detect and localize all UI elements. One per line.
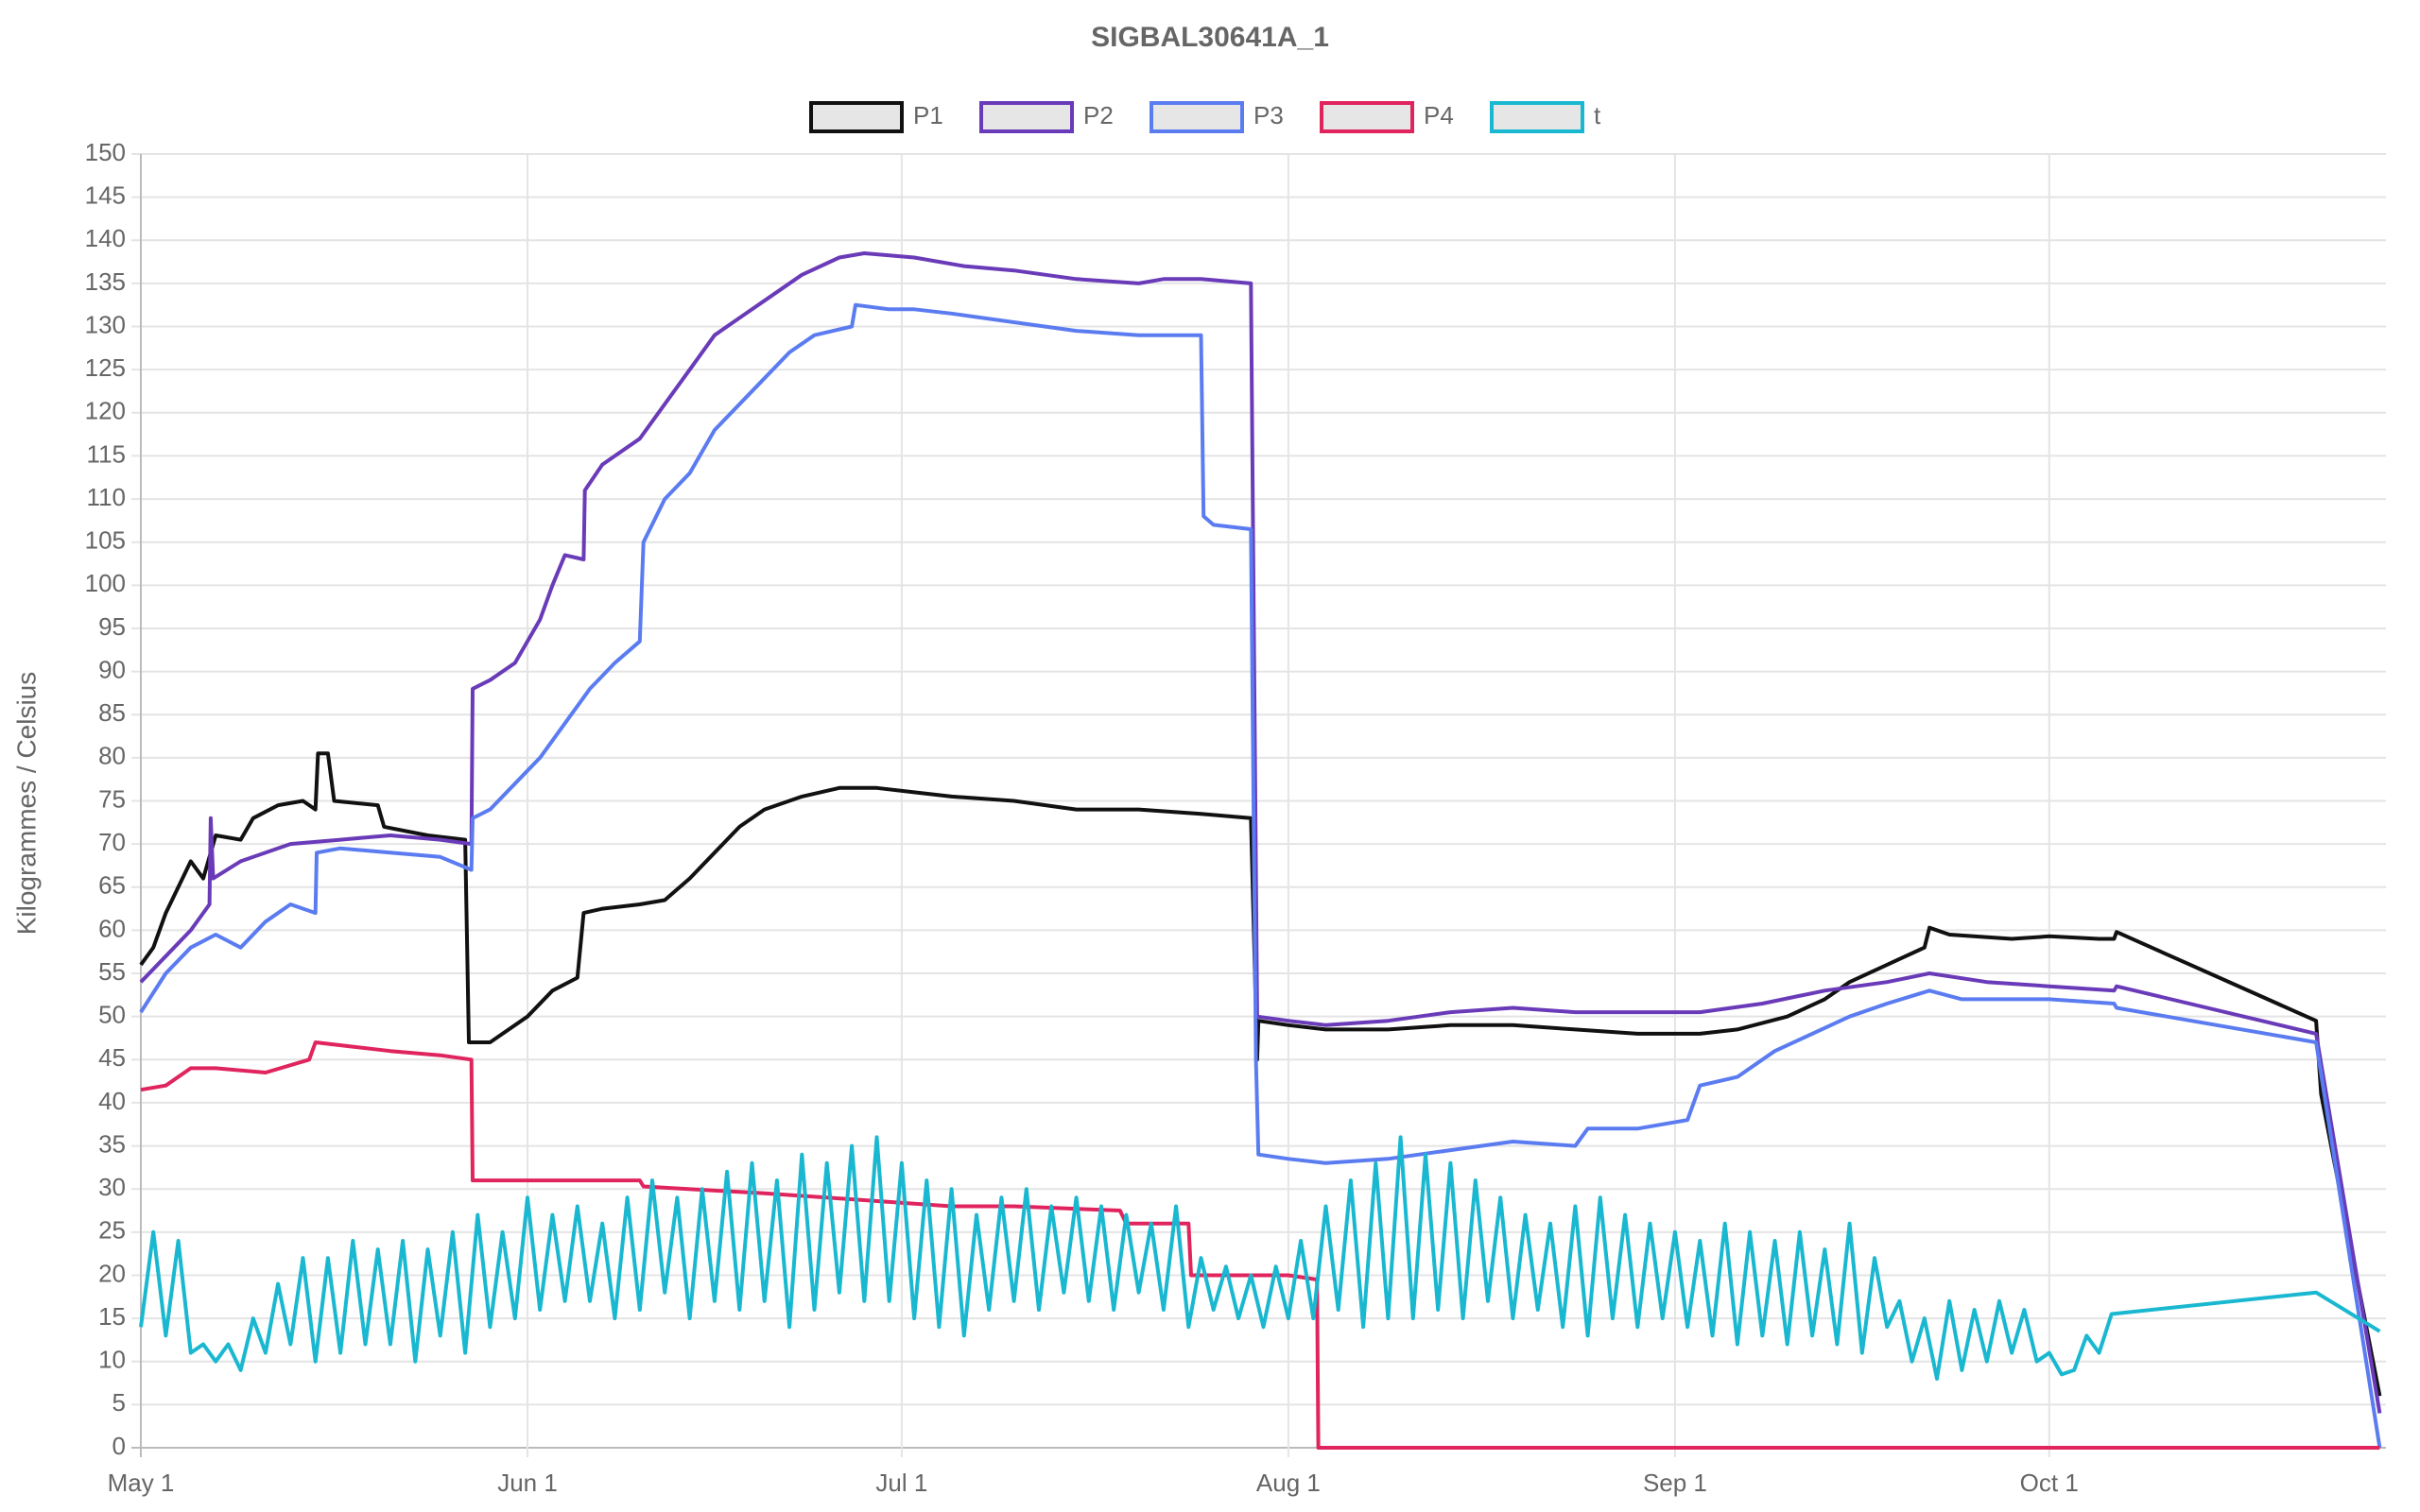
- legend-label: P2: [1083, 101, 1114, 129]
- series-line: [139, 251, 2382, 1414]
- y-tick-label: 75: [98, 784, 126, 813]
- y-tick-label: 115: [87, 439, 126, 468]
- y-tick-label: 90: [98, 655, 126, 683]
- y-tick-label: 135: [85, 267, 126, 296]
- legend-item[interactable]: P1: [809, 101, 943, 133]
- y-tick-label: 150: [85, 138, 126, 166]
- y-tick-label: 95: [98, 612, 126, 641]
- x-tick-label: Sep 1: [1643, 1469, 1707, 1497]
- series-line: [139, 302, 2382, 1449]
- y-tick-label: 20: [98, 1259, 126, 1287]
- y-tick-label: 85: [98, 698, 126, 727]
- y-tick-label: 105: [85, 526, 126, 555]
- y-tick-label: 45: [98, 1043, 126, 1072]
- x-tick-label: Aug 1: [1256, 1469, 1321, 1497]
- legend-swatch: [809, 101, 904, 133]
- y-tick-label: 70: [98, 828, 126, 856]
- legend-swatch: [979, 101, 1074, 133]
- legend-item[interactable]: P3: [1150, 101, 1284, 133]
- legend-label: P4: [1424, 101, 1454, 129]
- y-tick-label: 110: [87, 483, 126, 511]
- y-tick-label: 80: [98, 742, 126, 770]
- y-tick-label: 60: [98, 914, 126, 942]
- series-line: [139, 751, 2382, 1397]
- x-tick-label: May 1: [108, 1469, 175, 1497]
- y-tick-label: 120: [85, 397, 126, 425]
- x-tick-label: Jul 1: [875, 1469, 927, 1497]
- y-tick-label: 35: [98, 1129, 126, 1158]
- legend-item[interactable]: P4: [1320, 101, 1454, 133]
- legend-item[interactable]: P2: [979, 101, 1114, 133]
- y-tick-label: 130: [85, 310, 126, 338]
- legend-swatch: [1150, 101, 1244, 133]
- legend-item[interactable]: t: [1490, 101, 1601, 133]
- series-line: [139, 1135, 2381, 1381]
- y-tick-label: 5: [112, 1388, 126, 1417]
- y-tick-label: 145: [85, 181, 126, 210]
- legend-swatch: [1320, 101, 1414, 133]
- x-tick-label: Oct 1: [2020, 1469, 2079, 1497]
- y-tick-label: 0: [112, 1432, 126, 1460]
- y-tick-label: 65: [98, 871, 126, 900]
- y-axis-label: Kilogrammes / Celsius: [11, 672, 41, 936]
- y-tick-label: 10: [98, 1346, 126, 1374]
- y-tick-label: 15: [98, 1302, 126, 1331]
- y-tick-label: 55: [98, 957, 126, 986]
- legend-label: t: [1594, 101, 1601, 129]
- legend-swatch: [1490, 101, 1584, 133]
- legend: P1 P2 P3 P4 t: [809, 101, 1601, 133]
- y-tick-label: 100: [85, 569, 126, 597]
- y-tick-label: 125: [85, 353, 126, 382]
- y-tick-label: 25: [98, 1216, 126, 1245]
- chart-title: SIGBAL30641A_1: [1091, 22, 1329, 53]
- legend-label: P3: [1253, 101, 1284, 129]
- series-line: [140, 1040, 2380, 1450]
- y-tick-label: 40: [98, 1087, 126, 1115]
- x-tick-label: Jun 1: [497, 1469, 558, 1497]
- y-tick-label: 140: [85, 224, 126, 252]
- y-tick-label: 30: [98, 1173, 126, 1201]
- y-tick-label: 50: [98, 1001, 126, 1029]
- legend-label: P1: [913, 101, 943, 129]
